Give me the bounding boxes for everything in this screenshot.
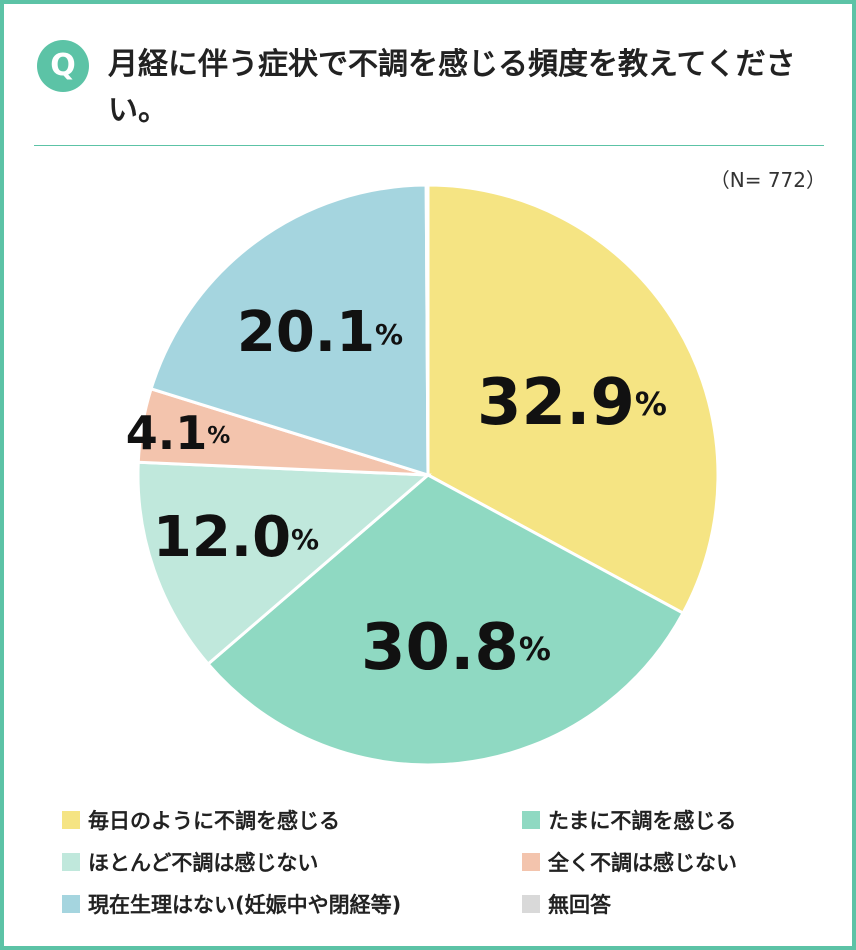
legend-item: 毎日のように不調を感じる xyxy=(62,804,522,836)
sample-size: （N= 772） xyxy=(709,168,826,192)
pie-slice xyxy=(424,183,430,476)
legend: 毎日のように不調を感じる たまに不調を感じるほとんど不調は感じない 全く不調は感じな… xyxy=(62,804,822,920)
data-label: 30.8% xyxy=(361,611,551,685)
legend-item: たまに不調を感じる xyxy=(522,804,822,836)
legend-label: 毎日のように不調を感じる xyxy=(88,809,340,833)
chart: 32.9% 30.8% 12.0% 4.1%20.1% xyxy=(126,183,720,767)
pie-slice xyxy=(149,183,430,478)
data-label: 12.0% xyxy=(153,505,319,570)
pie-slice xyxy=(426,183,720,616)
badge: Q xyxy=(37,40,89,92)
legend-swatch xyxy=(62,853,80,871)
title: 月経に伴う症状で不調を感じる頻度を教えてください。 xyxy=(108,47,796,128)
legend-item: 現在生理はない(妊娠中や閉経等) xyxy=(62,888,522,920)
data-label: 32.9% xyxy=(477,366,667,440)
legend-label: 現在生理はない(妊娠中や閉経等) xyxy=(88,893,402,917)
legend-swatch xyxy=(522,853,540,871)
legend-label: 全く不調は感じない xyxy=(548,851,737,875)
legend-swatch xyxy=(62,811,80,829)
pie-slice xyxy=(136,460,432,667)
data-label: 20.1% xyxy=(237,300,403,365)
legend-item: 無回答 xyxy=(522,888,822,920)
legend-item: ほとんど不調は感じない xyxy=(62,846,522,878)
pie-slice xyxy=(205,473,686,767)
divider xyxy=(34,145,824,146)
data-label: 4.1% xyxy=(126,406,231,460)
legend-swatch xyxy=(522,811,540,829)
legend-swatch xyxy=(522,895,540,913)
legend-swatch xyxy=(62,895,80,913)
legend-label: ほとんど不調は感じない xyxy=(88,851,319,875)
legend-label: たまに不調を感じる xyxy=(548,809,737,833)
legend-item: 全く不調は感じない xyxy=(522,846,822,878)
legend-label: 無回答 xyxy=(548,893,611,917)
